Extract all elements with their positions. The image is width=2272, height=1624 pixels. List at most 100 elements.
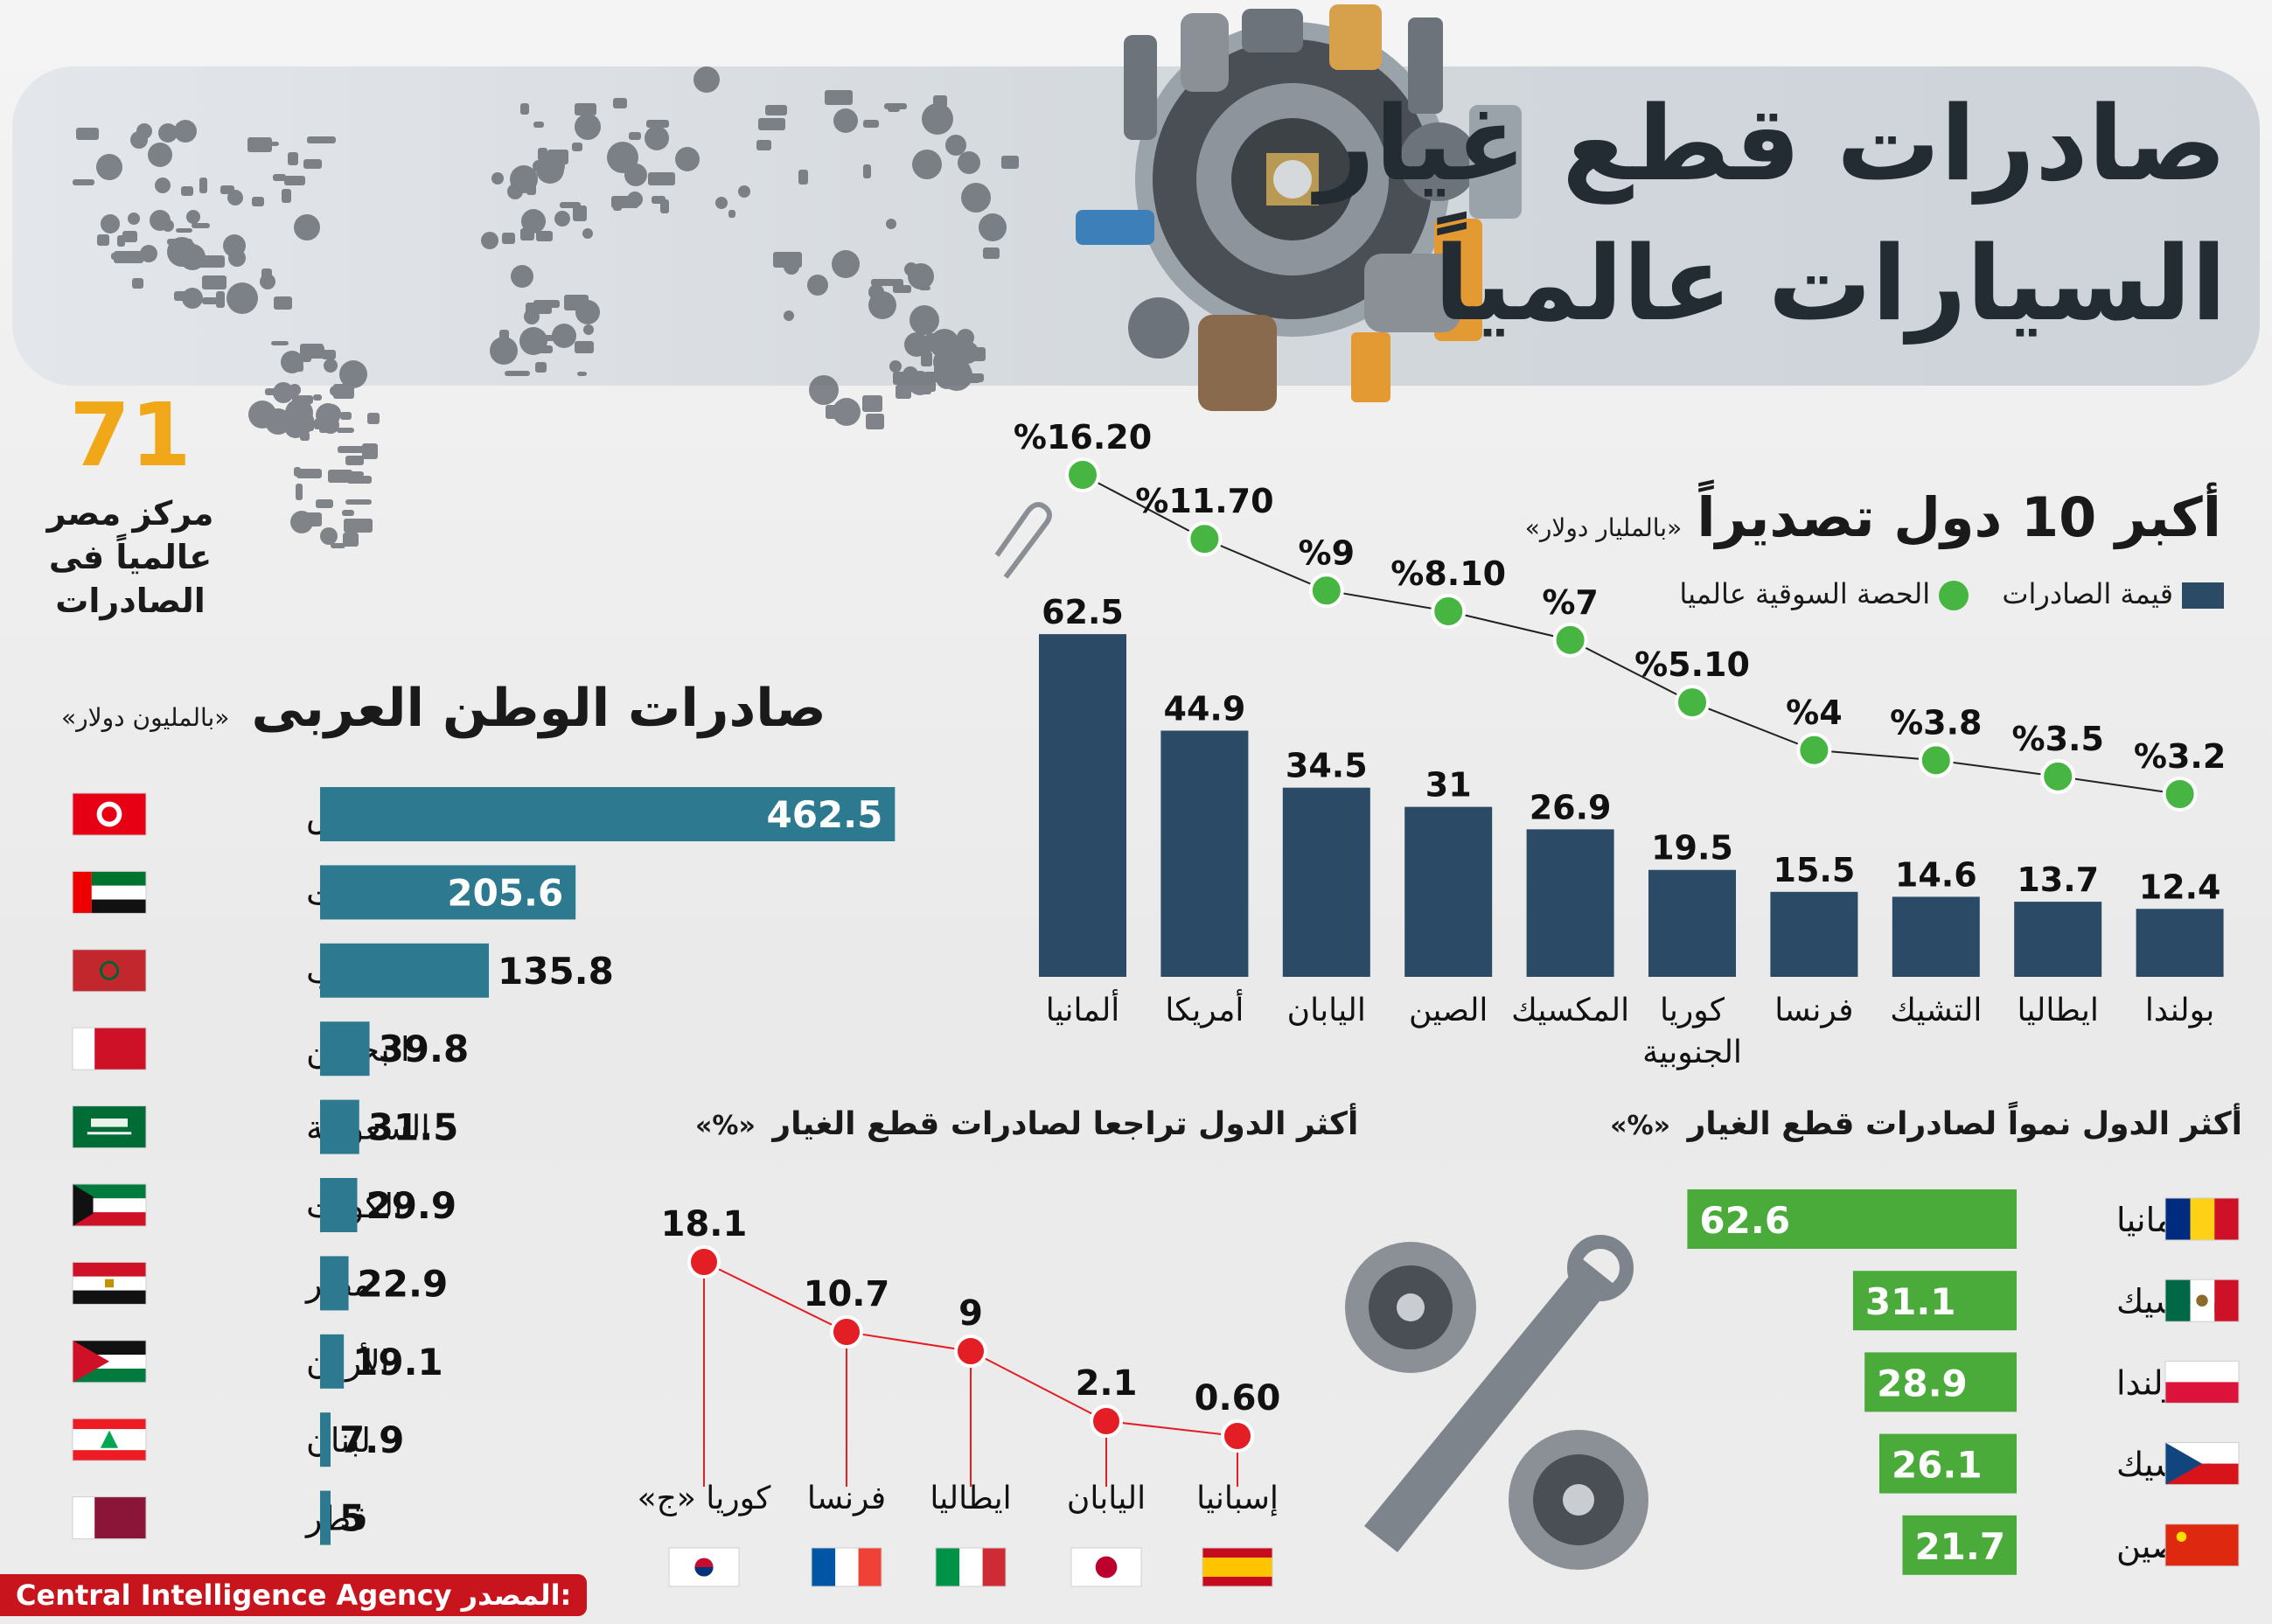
top10-category-label: اليابان	[1287, 993, 1366, 1028]
flag-border	[811, 1547, 882, 1587]
flag-border	[2164, 1279, 2240, 1322]
top10-bar	[1160, 730, 1249, 977]
top10-bar	[1404, 806, 1493, 977]
growth-header: أكثر الدول نمواً لصادرات قطع الغيار «%»	[1610, 1106, 2242, 1142]
top10-bar-value: 26.9	[1530, 788, 1612, 826]
flag-border	[72, 870, 147, 914]
share-dot	[1431, 593, 1467, 629]
decline-dot	[954, 1335, 987, 1368]
flag-japan-icon	[1070, 1547, 1142, 1587]
arab-bar	[320, 1490, 331, 1545]
decline-dot	[1090, 1404, 1123, 1438]
arab-bar	[320, 1412, 331, 1467]
share-dot	[1552, 622, 1588, 658]
flag-border	[1202, 1547, 1273, 1587]
top10-bar	[1892, 896, 1980, 977]
share-value-label: %3.2	[2134, 737, 2226, 776]
growth-bar-value: 62.6	[1699, 1199, 1790, 1242]
flag-qatar-icon	[72, 1496, 147, 1540]
top10-bar	[1039, 634, 1126, 977]
top10-bar-value: 31	[1425, 766, 1472, 805]
arab-country-label: الأردن	[306, 1342, 389, 1382]
decline-unit: «%»	[695, 1111, 756, 1141]
flag-kuwait-icon	[72, 1183, 147, 1227]
top10-bar-value: 19.5	[1651, 829, 1733, 868]
flag-border	[72, 949, 147, 993]
top10-category-label: ايطاليا	[2018, 993, 2099, 1028]
top10-unit: «بالمليار دولار»	[1524, 513, 1683, 542]
top10-bar	[1770, 891, 1858, 977]
top10-category-label: بولندا	[2145, 993, 2214, 1028]
flag-morocco-icon	[72, 949, 147, 993]
arab-title: صادرات الوطن العربى	[251, 678, 826, 739]
flag-france-icon	[811, 1547, 882, 1587]
rank-caption-line3: الصادرات	[55, 582, 206, 620]
growth-bar	[1878, 1433, 2017, 1494]
arab-bar	[320, 1021, 370, 1077]
flag-border	[935, 1547, 1007, 1587]
arab-bar	[320, 1178, 358, 1232]
decline-value-label: 18.1	[661, 1204, 748, 1244]
top10-bar	[2014, 902, 2102, 977]
paperclip-icon	[994, 501, 1052, 579]
share-value-label: %8.10	[1390, 554, 1506, 593]
top10-bar-value: 13.7	[2017, 861, 2099, 899]
top10-category-label: كوريا	[1660, 993, 1725, 1028]
legend-value-label: قيمة الصادرات	[2002, 577, 2173, 610]
legend-share-label: الحصة السوقية عالميا	[1679, 577, 1931, 610]
share-value-label: %4	[1786, 694, 1843, 732]
flag-mexico-icon	[2164, 1279, 2240, 1322]
egypt-rank-callout: 71 مركز مصر عالمياً فى الصادرات	[38, 392, 222, 623]
legend-bar-swatch	[2182, 582, 2224, 609]
decline-country-label: فرنسا	[807, 1481, 886, 1516]
arab-bar-value: 39.8	[379, 1028, 470, 1070]
flag-china-icon	[2164, 1523, 2240, 1567]
decline-header: أكثر الدول تراجعا لصادرات قطع الغيار «%»	[695, 1106, 1358, 1142]
page-title-line1: صادرات قطع غيار	[1315, 83, 2227, 204]
decline-value-label: 0.60	[1195, 1378, 1281, 1418]
flag-tunisia-icon	[72, 792, 147, 836]
flag-border	[2164, 1360, 2240, 1404]
flag-bahrain-icon	[72, 1027, 147, 1070]
arab-country-label: قطر	[304, 1500, 367, 1539]
arab-bar	[320, 787, 896, 841]
share-value-label: %3.5	[2012, 720, 2104, 758]
decline-dot	[1221, 1419, 1254, 1453]
arab-bar-value: 135.8	[498, 950, 614, 993]
decline-value-label: 9	[958, 1293, 983, 1334]
rank-number: 71	[69, 384, 192, 486]
flag-poland-icon	[2164, 1360, 2240, 1404]
arab-header: صادرات الوطن العربى «بالمليون دولار»	[61, 678, 826, 739]
share-line	[1082, 474, 2180, 795]
growth-unit: «%»	[1610, 1111, 1670, 1141]
flag-italy-icon	[935, 1547, 1007, 1587]
flag-saudi-icon	[72, 1105, 147, 1149]
top10-bar-value: 62.5	[1042, 593, 1124, 631]
decline-country-label: كوريا «ج»	[638, 1481, 772, 1516]
growth-bar	[1687, 1189, 2017, 1249]
share-dot	[1187, 521, 1223, 557]
source-label: المصدر:	[461, 1579, 572, 1612]
arab-unit: «بالمليون دولار»	[61, 703, 230, 732]
top10-bar	[1282, 787, 1370, 977]
flag-border	[72, 1261, 147, 1305]
flag-border	[72, 1027, 147, 1070]
decline-value-label: 10.7	[804, 1274, 890, 1314]
flag-lebanon-icon	[72, 1418, 147, 1461]
flag-border	[2164, 1442, 2240, 1486]
share-dot	[1308, 573, 1344, 609]
top10-bar	[1648, 869, 1736, 977]
growth-bar	[1902, 1515, 2017, 1575]
share-dot	[1918, 742, 1954, 778]
share-dot	[1675, 685, 1710, 721]
decline-value-label: 2.1	[1076, 1363, 1138, 1404]
clutch-kits-and-wrench-icon	[1345, 1235, 1648, 1570]
flag-romania-icon	[2164, 1197, 2240, 1241]
top10-category-label: الصين	[1409, 993, 1488, 1028]
legend-dot-swatch	[1939, 581, 1969, 610]
top10-bar-value: 15.5	[1774, 851, 1856, 889]
top10-bar-value: 44.9	[1164, 689, 1246, 728]
